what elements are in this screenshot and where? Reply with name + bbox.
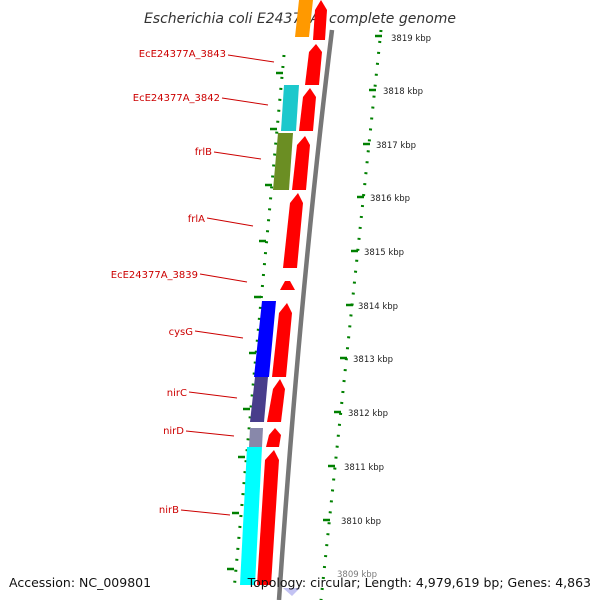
gene-arrow xyxy=(280,281,295,290)
gene-label-nirC: nirC xyxy=(167,388,187,399)
kbp-label: 3810 kbp xyxy=(341,517,381,527)
gene-label-frlA: frlA xyxy=(188,214,205,225)
gene-arrow xyxy=(305,44,322,85)
gene-arrow xyxy=(283,193,303,268)
gene-frlB-feature xyxy=(273,133,293,190)
kbp-label: 3813 kbp xyxy=(353,355,393,365)
forward-strand-genes xyxy=(257,0,327,585)
outer-tick-ring xyxy=(319,29,383,600)
faint-gene-feature xyxy=(283,588,300,596)
gene-arrow xyxy=(267,379,285,422)
gene-arrow xyxy=(257,450,279,585)
kbp-label: 3818 kbp xyxy=(383,87,423,97)
leader-line xyxy=(221,97,269,106)
kbp-label: 3814 kbp xyxy=(358,302,398,312)
leader-line xyxy=(213,151,262,160)
reverse-strand-genes xyxy=(240,85,299,585)
genome-backbone xyxy=(276,29,335,600)
gene-cysG-feature xyxy=(254,301,276,377)
kbp-label: 3816 kbp xyxy=(370,194,410,204)
gene-EcE24377A_3842-feature xyxy=(281,85,299,131)
kbp-label: 3811 kbp xyxy=(344,463,384,473)
leader-line xyxy=(206,217,254,227)
topology-text: Topology: circular; Length: 4,979,619 bp… xyxy=(247,575,591,590)
leader-line xyxy=(180,509,231,516)
kbp-label: 3817 kbp xyxy=(376,141,416,151)
leader-line xyxy=(199,273,248,283)
kbp-label: 3809 kbp xyxy=(337,570,377,580)
gene-label-frlB: frlB xyxy=(195,147,212,158)
leader-line xyxy=(188,391,238,399)
gene-arrow xyxy=(299,88,316,131)
leader-line xyxy=(227,54,275,63)
kbp-label: 3812 kbp xyxy=(348,409,388,419)
gene-arrow xyxy=(313,0,327,40)
gene-label-EcE24377A_3839: EcE24377A_3839 xyxy=(111,270,198,281)
gene-label-nirD: nirD xyxy=(163,426,184,437)
kbp-label: 3815 kbp xyxy=(364,248,404,258)
leader-line xyxy=(185,430,235,437)
gene-nirC-feature xyxy=(250,377,268,422)
leader-line xyxy=(194,330,244,339)
gene-label-EcE24377A_3842: EcE24377A_3842 xyxy=(133,93,220,104)
kbp-label: 3819 kbp xyxy=(391,34,431,44)
gene-label-EcE24377A_3843: EcE24377A_3843 xyxy=(139,49,226,60)
orange-gene-feature xyxy=(295,0,313,37)
kbp-major-ticks xyxy=(323,34,382,522)
kbp-labels: 3819 kbp 3818 kbp 3817 kbp 3816 kbp 3815… xyxy=(337,34,431,580)
gene-labels: EcE24377A_3843 EcE24377A_3842 frlB frlA … xyxy=(111,49,275,516)
gene-arrow xyxy=(272,303,292,377)
gene-nirD-feature xyxy=(249,428,263,447)
inner-tick-ring xyxy=(232,54,286,591)
accession-text: Accession: NC_009801 xyxy=(9,575,151,590)
gene-label-cysG: cysG xyxy=(169,327,193,338)
gene-label-nirB: nirB xyxy=(159,505,179,516)
gene-arrow xyxy=(266,428,281,447)
gene-nirB-feature xyxy=(240,447,262,585)
gene-arrow xyxy=(292,136,310,190)
inner-major-ticks xyxy=(227,71,283,571)
